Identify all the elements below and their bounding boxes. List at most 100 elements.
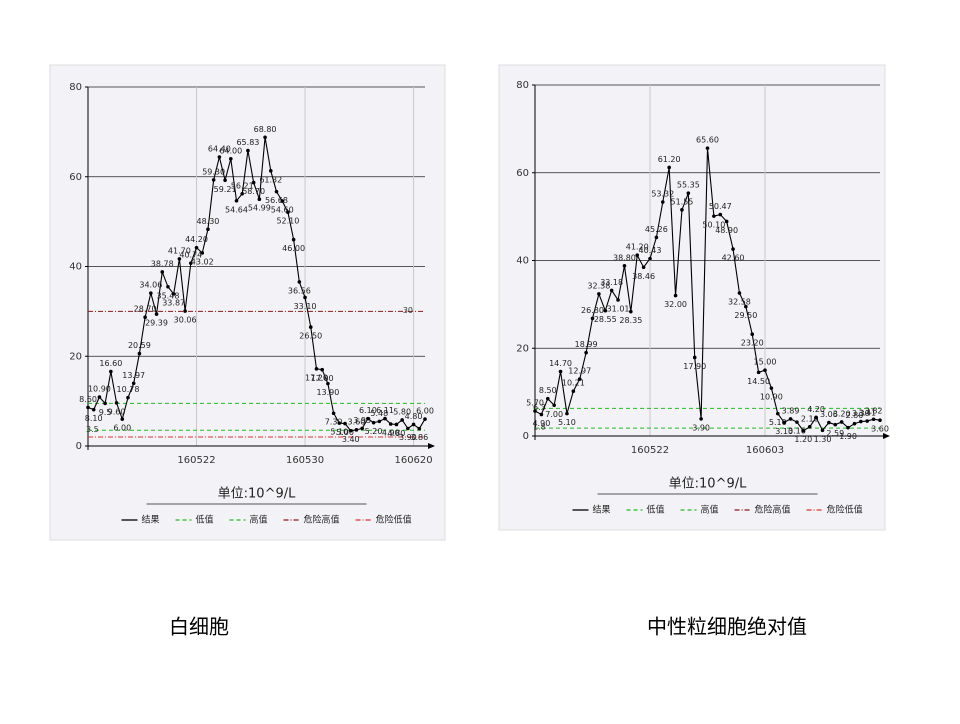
- legend-label: 危险高值: [304, 514, 340, 526]
- data-point: [143, 315, 147, 320]
- chart-caption: 白细胞: [169, 615, 229, 639]
- data-label: 8.50: [539, 386, 557, 395]
- legend-label: 危险低值: [376, 514, 412, 526]
- data-point: [280, 199, 285, 203]
- chart-caption: 中性粒细胞绝对值: [647, 615, 807, 639]
- data-label: 32.38: [587, 281, 610, 290]
- data-label: 56.21: [231, 181, 254, 190]
- data-point: [788, 417, 793, 421]
- data-point: [603, 308, 608, 313]
- data-point: [533, 409, 537, 413]
- x-axis-arrow: [428, 443, 435, 449]
- data-label: 16.60: [99, 359, 122, 368]
- data-point: [411, 422, 416, 427]
- chart-panel: [49, 64, 446, 541]
- data-point: [699, 417, 703, 421]
- legend-label: 危险低值: [827, 504, 863, 516]
- data-label: 5.20: [365, 427, 383, 436]
- data-label: 43.02: [191, 257, 214, 266]
- data-point: [558, 369, 563, 374]
- data-point: [97, 395, 102, 399]
- data-point: [200, 251, 205, 255]
- data-label: 2.80: [846, 411, 864, 420]
- x-axis-arrow: [883, 433, 890, 439]
- data-point: [343, 421, 347, 426]
- data-point: [660, 200, 665, 204]
- data-point: [648, 256, 652, 261]
- data-label: 4.90: [382, 429, 400, 438]
- data-point: [126, 395, 130, 400]
- reference-label: 3.5: [86, 425, 99, 434]
- data-point: [731, 247, 735, 251]
- x-tick-label: 160522: [177, 455, 215, 466]
- data-label: 5.10: [330, 428, 348, 437]
- data-point: [622, 263, 627, 268]
- data-label: 3.16: [788, 427, 806, 436]
- data-point: [257, 197, 262, 202]
- data-point: [859, 419, 863, 424]
- chart: 0 20 40 60 80 160522 160603 1.8 6.35.70 4.90 8.50 7…: [498, 64, 890, 531]
- unit-label: 单位:10^9/L: [669, 477, 747, 492]
- data-label: 28.35: [619, 316, 642, 325]
- legend-label: 低值: [647, 504, 665, 516]
- data-label: 29.50: [734, 311, 757, 320]
- data-point: [217, 155, 222, 159]
- data-label: 48.30: [196, 217, 219, 226]
- data-point: [308, 325, 313, 329]
- data-label: 54.99: [248, 204, 271, 213]
- data-point: [246, 148, 250, 153]
- data-point: [584, 350, 588, 355]
- data-label: 1.90: [839, 432, 857, 441]
- data-label: 26.50: [299, 332, 322, 341]
- data-point: [234, 199, 239, 203]
- data-point: [629, 309, 633, 314]
- data-point: [400, 418, 404, 422]
- y-tick-label: 0: [76, 441, 82, 452]
- data-label: 56.68: [265, 196, 288, 205]
- data-label: 15.00: [754, 358, 777, 367]
- data-label: 13.90: [316, 388, 339, 397]
- data-label: 6.00: [113, 424, 131, 433]
- data-point: [177, 257, 182, 261]
- data-point: [320, 367, 324, 372]
- legend-label: 结果: [142, 514, 160, 526]
- data-label: 7.00: [545, 410, 563, 419]
- data-label: 51.55: [670, 197, 693, 206]
- data-label: 61.32: [259, 175, 282, 184]
- y-tick-label: 20: [516, 343, 529, 354]
- reference-label: 1.8: [533, 423, 546, 432]
- data-label: 65.60: [696, 136, 719, 145]
- data-point: [189, 261, 193, 265]
- data-label: 52.10: [276, 217, 299, 226]
- data-point: [337, 421, 342, 425]
- data-label: 3.40: [342, 435, 360, 444]
- data-point: [673, 293, 678, 298]
- data-label: 4.90: [532, 419, 550, 428]
- data-point: [103, 401, 107, 406]
- x-tick-label: 160603: [746, 445, 784, 456]
- data-point: [654, 235, 659, 240]
- data-label: 3.06: [820, 410, 838, 419]
- data-label: 10.90: [760, 393, 783, 402]
- data-point: [756, 370, 761, 375]
- data-point: [820, 428, 825, 433]
- legend-label: 高值: [701, 504, 719, 516]
- data-point: [154, 312, 159, 316]
- data-point: [737, 291, 742, 295]
- data-point: [571, 389, 576, 394]
- y-tick-label: 40: [69, 262, 82, 273]
- data-point: [590, 316, 595, 321]
- data-point: [406, 426, 410, 431]
- data-point: [814, 415, 818, 420]
- data-label: 34.06: [139, 281, 162, 290]
- data-point: [782, 420, 786, 425]
- data-label: 35.48: [157, 291, 180, 300]
- data-label: 9.5: [99, 408, 112, 417]
- data-point: [769, 386, 774, 390]
- data-point: [268, 169, 273, 173]
- data-label: 68.80: [254, 125, 277, 134]
- data-label: 26.80: [581, 306, 604, 315]
- data-label: 1.20: [794, 435, 812, 444]
- reference-label: 30: [403, 306, 413, 315]
- data-point: [326, 381, 330, 386]
